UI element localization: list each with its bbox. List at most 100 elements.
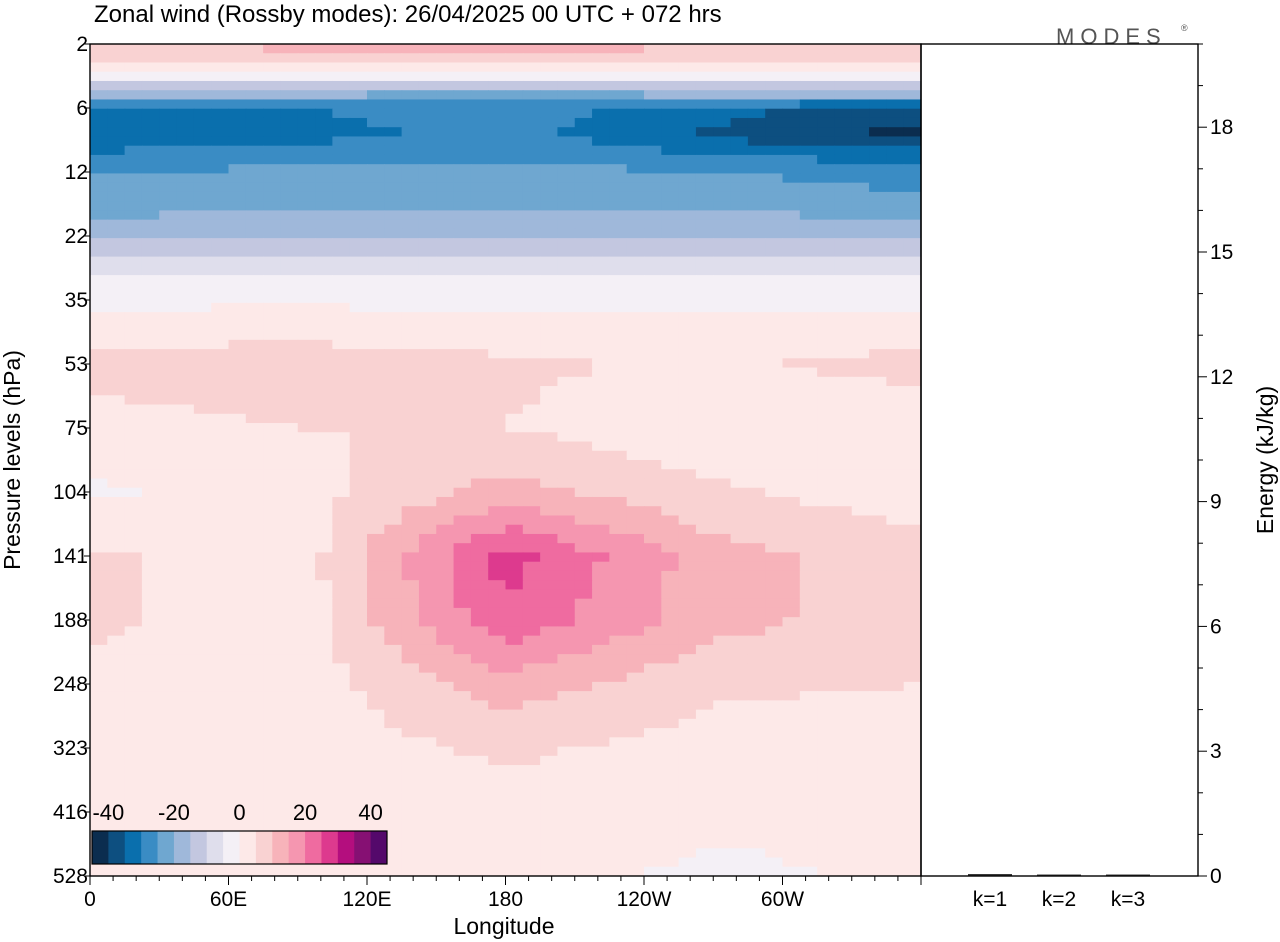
field-cell xyxy=(470,672,489,683)
field-cell xyxy=(765,330,784,341)
field-cell xyxy=(505,386,524,396)
field-cell xyxy=(141,635,160,646)
field-cell xyxy=(124,607,143,618)
field-cell xyxy=(176,700,195,711)
field-cell xyxy=(176,450,195,461)
field-cell xyxy=(418,589,437,600)
field-cell xyxy=(505,136,524,147)
field-cell xyxy=(176,709,195,720)
field-cell xyxy=(176,145,195,156)
field-cell xyxy=(453,450,472,461)
field-cell xyxy=(799,80,818,91)
field-cell xyxy=(540,404,559,415)
field-cell xyxy=(488,487,507,498)
field-cell xyxy=(470,617,489,627)
field-cell xyxy=(765,284,784,295)
field-cell xyxy=(418,80,437,91)
field-cell xyxy=(903,145,921,156)
field-cell xyxy=(557,432,576,443)
field-cell xyxy=(799,765,818,775)
field-cell xyxy=(834,321,853,332)
field-cell xyxy=(765,654,784,664)
field-cell xyxy=(228,774,247,785)
field-cell xyxy=(280,802,299,812)
field-cell xyxy=(678,44,697,54)
field-cell xyxy=(124,53,143,64)
field-cell xyxy=(90,117,108,128)
field-cell xyxy=(903,829,921,840)
field-cell xyxy=(436,755,455,766)
field-cell xyxy=(436,136,455,147)
field-cell xyxy=(626,589,645,600)
field-cell xyxy=(453,506,472,517)
field-cell xyxy=(297,728,316,738)
field-cell xyxy=(592,792,610,803)
field-cell xyxy=(678,802,697,812)
field-cell xyxy=(834,404,853,415)
field-cell xyxy=(626,635,645,646)
field-cell xyxy=(211,201,230,211)
field-cell xyxy=(869,80,887,91)
field-cell xyxy=(644,164,662,175)
field-cell xyxy=(384,247,403,258)
field-cell xyxy=(747,635,766,646)
field-cell xyxy=(453,691,472,701)
field-cell xyxy=(903,672,921,683)
x-axis-label: Longitude xyxy=(453,913,554,939)
wind-field xyxy=(90,44,921,876)
field-cell xyxy=(418,376,437,387)
field-cell xyxy=(799,293,818,304)
field-cell xyxy=(747,145,766,156)
field-cell xyxy=(90,681,108,692)
field-cell xyxy=(211,450,230,461)
field-cell xyxy=(332,792,351,803)
field-cell xyxy=(297,182,316,193)
field-cell xyxy=(644,848,662,859)
field-cell xyxy=(228,275,247,285)
field-cell xyxy=(315,654,333,664)
field-cell xyxy=(903,136,921,147)
field-cell xyxy=(730,386,749,396)
field-cell xyxy=(626,737,645,748)
field-cell xyxy=(211,820,230,831)
field-cell xyxy=(280,765,299,775)
field-cell xyxy=(644,737,662,748)
field-cell xyxy=(367,866,385,876)
field-cell xyxy=(401,792,420,803)
field-cell xyxy=(384,423,403,433)
field-cell xyxy=(522,293,541,304)
field-cell xyxy=(436,635,455,646)
field-cell xyxy=(626,339,645,350)
field-cell xyxy=(626,663,645,674)
field-cell xyxy=(886,552,905,563)
field-cell xyxy=(886,617,905,627)
field-cell xyxy=(245,506,264,517)
field-cell xyxy=(765,755,784,766)
field-cell xyxy=(263,460,282,470)
field-cell xyxy=(401,765,420,775)
field-cell xyxy=(315,755,333,766)
field-cell xyxy=(453,367,472,378)
field-cell xyxy=(107,792,126,803)
field-cell xyxy=(713,691,732,701)
field-cell xyxy=(280,811,299,822)
field-cell xyxy=(626,774,645,785)
field-cell xyxy=(834,247,853,258)
field-cell xyxy=(644,857,662,868)
field-cell xyxy=(488,108,507,119)
field-cell xyxy=(211,71,230,82)
field-cell xyxy=(695,154,714,165)
field-cell xyxy=(176,80,195,91)
field-cell xyxy=(869,238,887,248)
field-cell xyxy=(107,80,126,91)
field-cell xyxy=(280,275,299,285)
field-cell xyxy=(903,154,921,165)
field-cell xyxy=(505,552,524,563)
field-cell xyxy=(418,598,437,609)
field-cell xyxy=(245,478,264,489)
field-cell xyxy=(211,598,230,609)
field-cell xyxy=(834,607,853,618)
field-cell xyxy=(384,441,403,452)
field-cell xyxy=(280,469,299,480)
field-cell xyxy=(107,820,126,831)
